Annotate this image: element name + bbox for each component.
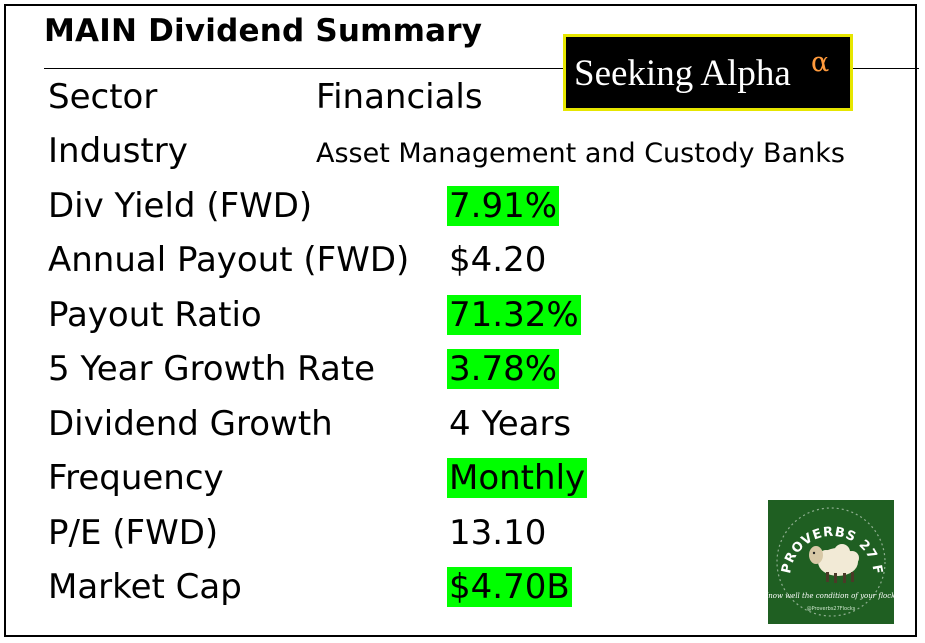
- label-frequency: Frequency: [48, 458, 224, 498]
- value-pe: 13.10: [449, 513, 547, 553]
- label-annual-payout: Annual Payout (FWD): [48, 240, 410, 280]
- value-frequency: Monthly: [447, 458, 588, 498]
- label-sector: Sector: [48, 77, 158, 117]
- label-industry: Industry: [48, 131, 188, 171]
- value-annual-payout: $4.20: [449, 240, 547, 280]
- label-payout-ratio: Payout Ratio: [48, 295, 262, 335]
- value-dividend-growth: 4 Years: [449, 404, 572, 444]
- value-industry: Asset Management and Custody Banks: [316, 138, 845, 169]
- alpha-symbol: α: [811, 47, 830, 78]
- label-market-cap: Market Cap: [48, 567, 242, 607]
- proverbs-tagline: Know well the condition of your flocks: [768, 592, 894, 600]
- label-growth-rate: 5 Year Growth Rate: [48, 349, 376, 389]
- value-growth-rate: 3.78%: [447, 349, 560, 389]
- proverbs-flocks-logo: PROVERBS 27 FLOCKS Know well the conditi…: [768, 500, 894, 624]
- value-market-cap: $4.70B: [447, 567, 572, 607]
- seeking-alpha-wordmark: Seeking Alpha: [574, 53, 791, 94]
- value-div-yield: 7.91%: [447, 186, 560, 226]
- label-pe: P/E (FWD): [48, 513, 219, 553]
- sheep-icon: PROVERBS 27 FLOCKS Know well the conditi…: [768, 500, 894, 617]
- label-dividend-growth: Dividend Growth: [48, 404, 333, 444]
- title-divider: [44, 68, 919, 69]
- value-sector: Financials: [316, 77, 483, 117]
- label-div-yield: Div Yield (FWD): [48, 186, 313, 226]
- proverbs-small-text: @Proverbs27Flocks: [807, 606, 856, 612]
- page-title: MAIN Dividend Summary: [44, 13, 483, 49]
- seeking-alpha-logo: Seeking Alpha α: [563, 34, 853, 111]
- value-payout-ratio: 71.32%: [447, 295, 581, 335]
